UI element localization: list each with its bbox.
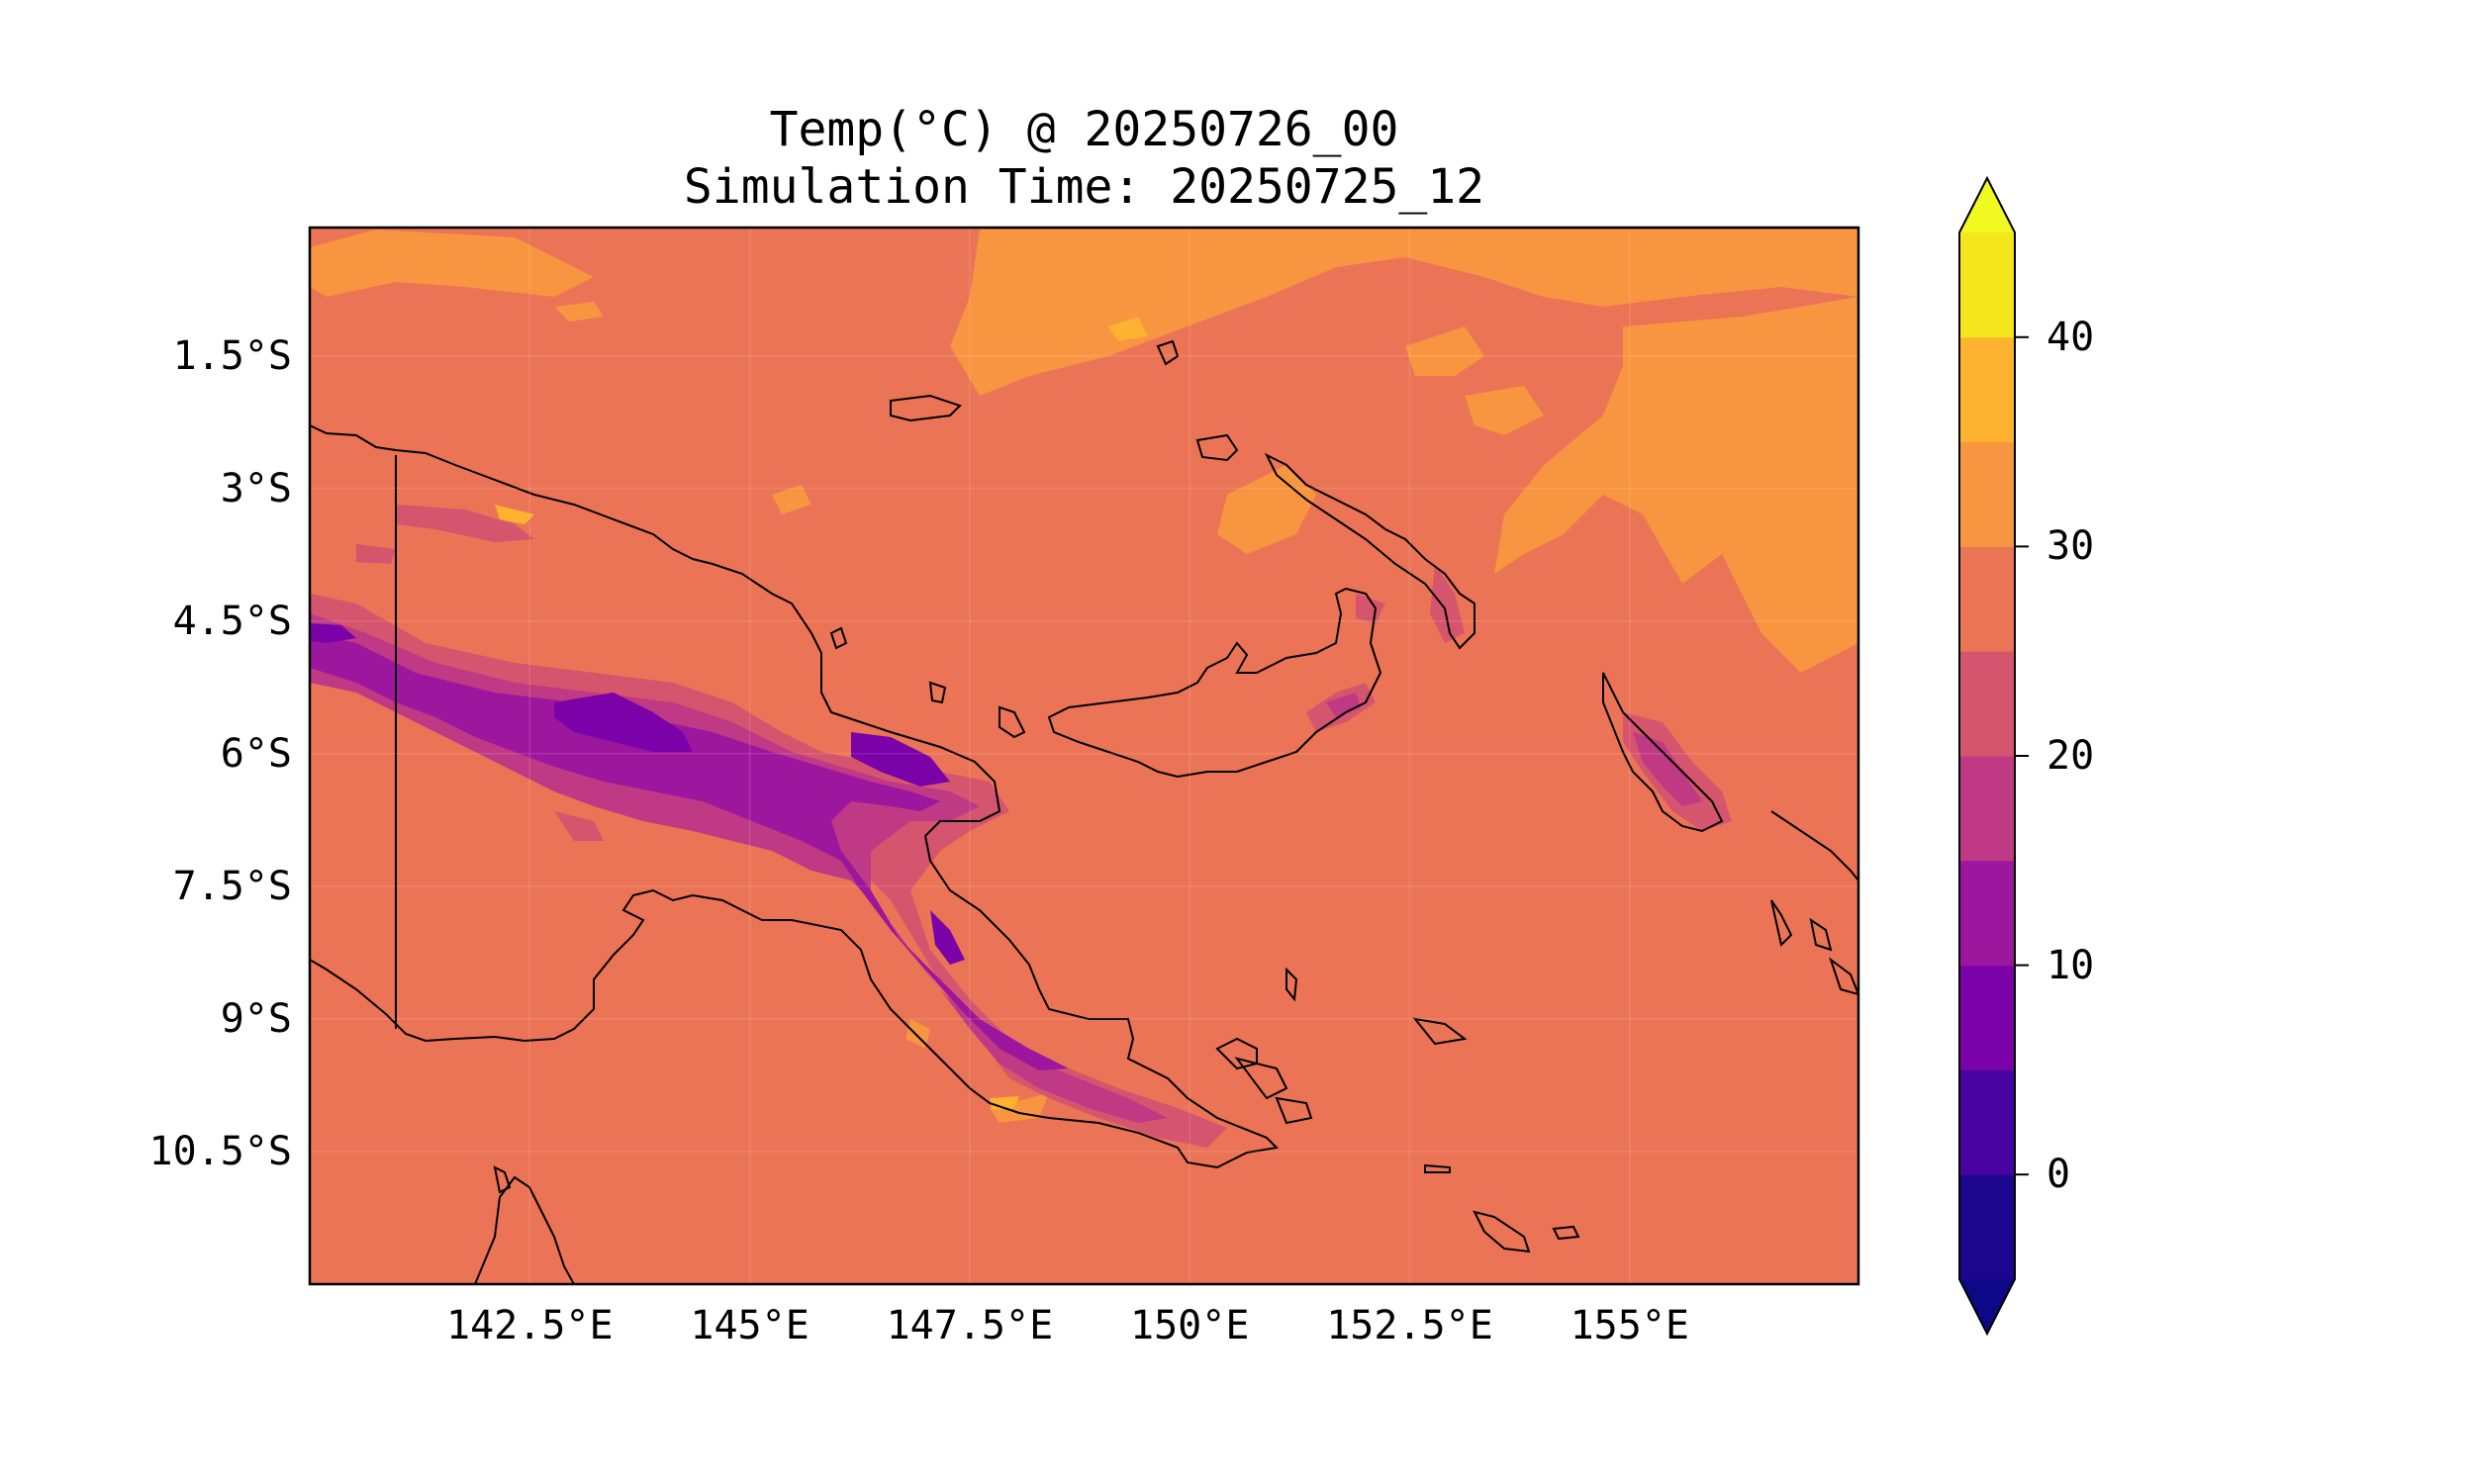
colorbar-tick-label: 0	[2046, 1152, 2071, 1198]
colorbar-segment	[1959, 860, 2015, 967]
lon-tick-label: 142.5°E	[446, 1303, 614, 1348]
colorbar-tick-label: 10	[2046, 942, 2095, 988]
colorbar-tick-label: 30	[2046, 523, 2095, 570]
warm-region-30-35	[310, 230, 1858, 1123]
lat-tick-label: 7.5°S	[172, 863, 292, 909]
gridlines	[310, 228, 1858, 1284]
map-frame	[308, 226, 1860, 1286]
colorbar-segment	[1959, 232, 2015, 338]
map-subtitle: Simulation Time: 20250725_12	[683, 159, 1485, 215]
colorbar-segment	[1959, 756, 2015, 862]
lon-tick-label: 155°E	[1570, 1303, 1689, 1348]
lat-tick-label: 6°S	[220, 730, 292, 777]
colorbar-tick-label: 40	[2046, 314, 2095, 360]
colorbar-segment	[1959, 1069, 2015, 1175]
lon-tick-label: 150°E	[1129, 1303, 1250, 1348]
colorbar-outline	[1958, 175, 2016, 1337]
colorbar-segment	[1959, 336, 2015, 443]
lon-tick-label: 147.5°E	[886, 1303, 1054, 1348]
colorbar-segment	[1959, 651, 2015, 757]
colorbar-segment	[1959, 1174, 2015, 1280]
colorbar-under-arrow	[1959, 1279, 2015, 1334]
lon-tick-label: 145°E	[690, 1303, 809, 1348]
colorbar-over-arrow	[1959, 178, 2015, 232]
lat-tick-label: 3°S	[220, 465, 292, 511]
warm-region-35-40	[495, 317, 1148, 1110]
lat-tick-label: 10.5°S	[148, 1128, 293, 1174]
colorbar-segment	[1959, 441, 2015, 547]
colorbar	[1958, 175, 2029, 1337]
colorbar-segment	[1959, 965, 2015, 1070]
cool-region-10-15	[310, 633, 1069, 1070]
lat-tick-label: 1.5°S	[172, 332, 292, 379]
map-title: Temp(°C) @ 20250726_00	[769, 102, 1399, 157]
colorbar-segment	[1959, 546, 2015, 652]
coastlines	[310, 339, 1858, 1284]
lon-tick-label: 152.5°E	[1326, 1303, 1493, 1348]
colorbar-tick-label: 20	[2046, 733, 2095, 779]
lat-tick-label: 9°S	[220, 995, 292, 1042]
cool-region-5-10	[310, 623, 965, 965]
temperature-field	[310, 230, 1858, 1148]
lat-tick-label: 4.5°S	[172, 598, 292, 644]
